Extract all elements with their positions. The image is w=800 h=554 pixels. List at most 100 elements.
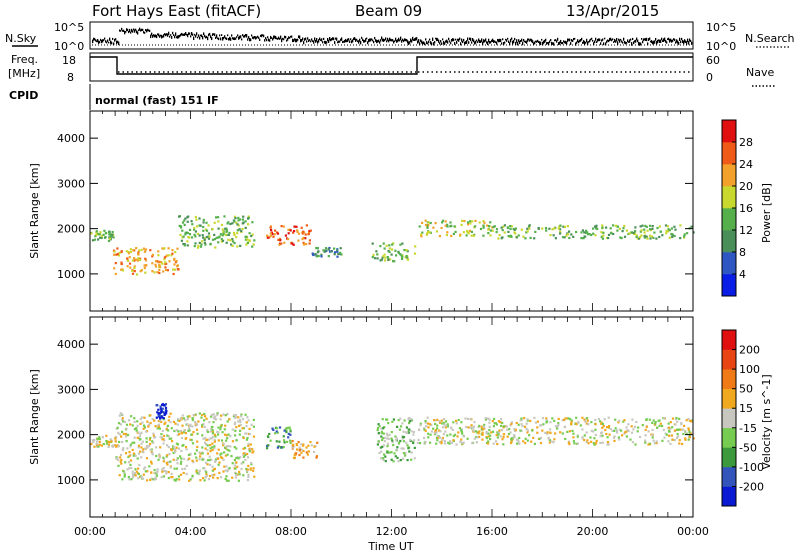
data-cell xyxy=(679,224,682,227)
colorbar-swatch xyxy=(722,408,736,429)
data-cell xyxy=(126,447,129,450)
data-cell xyxy=(141,440,144,443)
data-cell xyxy=(248,240,251,243)
data-cell xyxy=(468,229,472,232)
data-cell xyxy=(108,236,111,239)
data-cell xyxy=(514,429,517,432)
data-cell xyxy=(308,230,311,233)
data-cell xyxy=(433,419,436,422)
data-cell xyxy=(172,458,175,461)
data-cell xyxy=(269,225,272,228)
data-cell xyxy=(228,449,231,452)
data-cell xyxy=(238,228,241,231)
noise-point xyxy=(474,41,476,45)
data-cell xyxy=(639,225,642,228)
colorbar-swatch xyxy=(722,252,736,275)
data-cell xyxy=(166,424,169,428)
data-cell xyxy=(202,229,205,232)
data-cell xyxy=(590,440,593,443)
velocity-x-minor-ticks xyxy=(89,317,694,517)
data-cell xyxy=(129,248,132,251)
data-cell xyxy=(371,242,374,245)
data-cell xyxy=(133,259,136,262)
data-cell xyxy=(128,451,131,454)
data-cell xyxy=(187,427,190,430)
data-cell xyxy=(171,249,174,252)
data-cell xyxy=(136,457,139,460)
data-cell xyxy=(225,475,228,478)
data-cell xyxy=(193,233,196,236)
data-cell xyxy=(485,432,488,435)
data-cell xyxy=(533,442,536,445)
noise-point xyxy=(411,39,413,43)
noise-point xyxy=(489,41,491,44)
data-cell xyxy=(436,439,439,442)
data-cell xyxy=(176,434,179,437)
data-cell xyxy=(638,237,641,240)
noise-point xyxy=(312,40,314,43)
data-cell xyxy=(633,232,637,235)
data-cell xyxy=(383,253,386,256)
noise-point xyxy=(93,37,95,41)
data-cell xyxy=(209,430,212,433)
data-cell xyxy=(412,441,415,445)
data-cell xyxy=(179,473,183,476)
data-cell xyxy=(200,243,203,246)
data-cell xyxy=(305,243,308,246)
data-cell xyxy=(118,474,121,477)
noise-point xyxy=(234,37,236,41)
noise-point xyxy=(455,38,457,41)
data-cell xyxy=(222,458,225,461)
noise-point xyxy=(646,37,648,42)
data-cell xyxy=(159,407,162,410)
data-cell xyxy=(481,431,484,434)
data-cell xyxy=(654,422,657,425)
data-cell xyxy=(191,474,194,477)
data-cell xyxy=(489,234,492,237)
noise-point xyxy=(494,40,496,43)
data-cell xyxy=(195,470,198,473)
noise-point xyxy=(481,38,483,42)
data-cell xyxy=(133,266,136,270)
data-cell xyxy=(143,466,147,469)
noise-point xyxy=(178,35,180,39)
noise-point xyxy=(464,41,466,45)
noise-point xyxy=(226,37,228,41)
data-cell xyxy=(176,268,179,271)
noise-point xyxy=(637,39,639,43)
data-cell xyxy=(412,430,415,434)
data-cell xyxy=(667,422,670,425)
data-cell xyxy=(229,445,232,448)
data-cell xyxy=(159,417,162,420)
data-cell xyxy=(340,253,343,256)
data-cell xyxy=(394,455,397,458)
data-cell xyxy=(563,236,566,239)
noise-point xyxy=(203,32,205,36)
data-cell xyxy=(211,469,214,472)
noise-point xyxy=(155,34,157,38)
data-cell xyxy=(500,226,503,229)
data-cell xyxy=(163,412,166,415)
velocity-region-2 xyxy=(155,403,168,420)
power-x-minor-ticks xyxy=(89,111,694,311)
noise-point xyxy=(568,38,570,41)
data-cell xyxy=(110,440,113,443)
data-cell xyxy=(434,429,438,432)
noise-point xyxy=(377,40,379,43)
data-cell xyxy=(634,226,637,229)
data-cell xyxy=(114,262,117,265)
noise-point xyxy=(523,39,525,42)
noise-point xyxy=(289,36,291,39)
noise-point xyxy=(529,39,531,42)
data-cell xyxy=(377,427,380,430)
data-cell xyxy=(131,470,134,473)
data-cell xyxy=(220,414,223,417)
noise-point xyxy=(384,39,386,42)
data-cell xyxy=(208,474,212,478)
data-cell xyxy=(301,238,304,241)
data-cell xyxy=(116,426,119,429)
noise-point xyxy=(666,41,668,44)
cpid-text: normal (fast) 151 IF xyxy=(95,94,219,107)
data-cell xyxy=(689,432,692,435)
